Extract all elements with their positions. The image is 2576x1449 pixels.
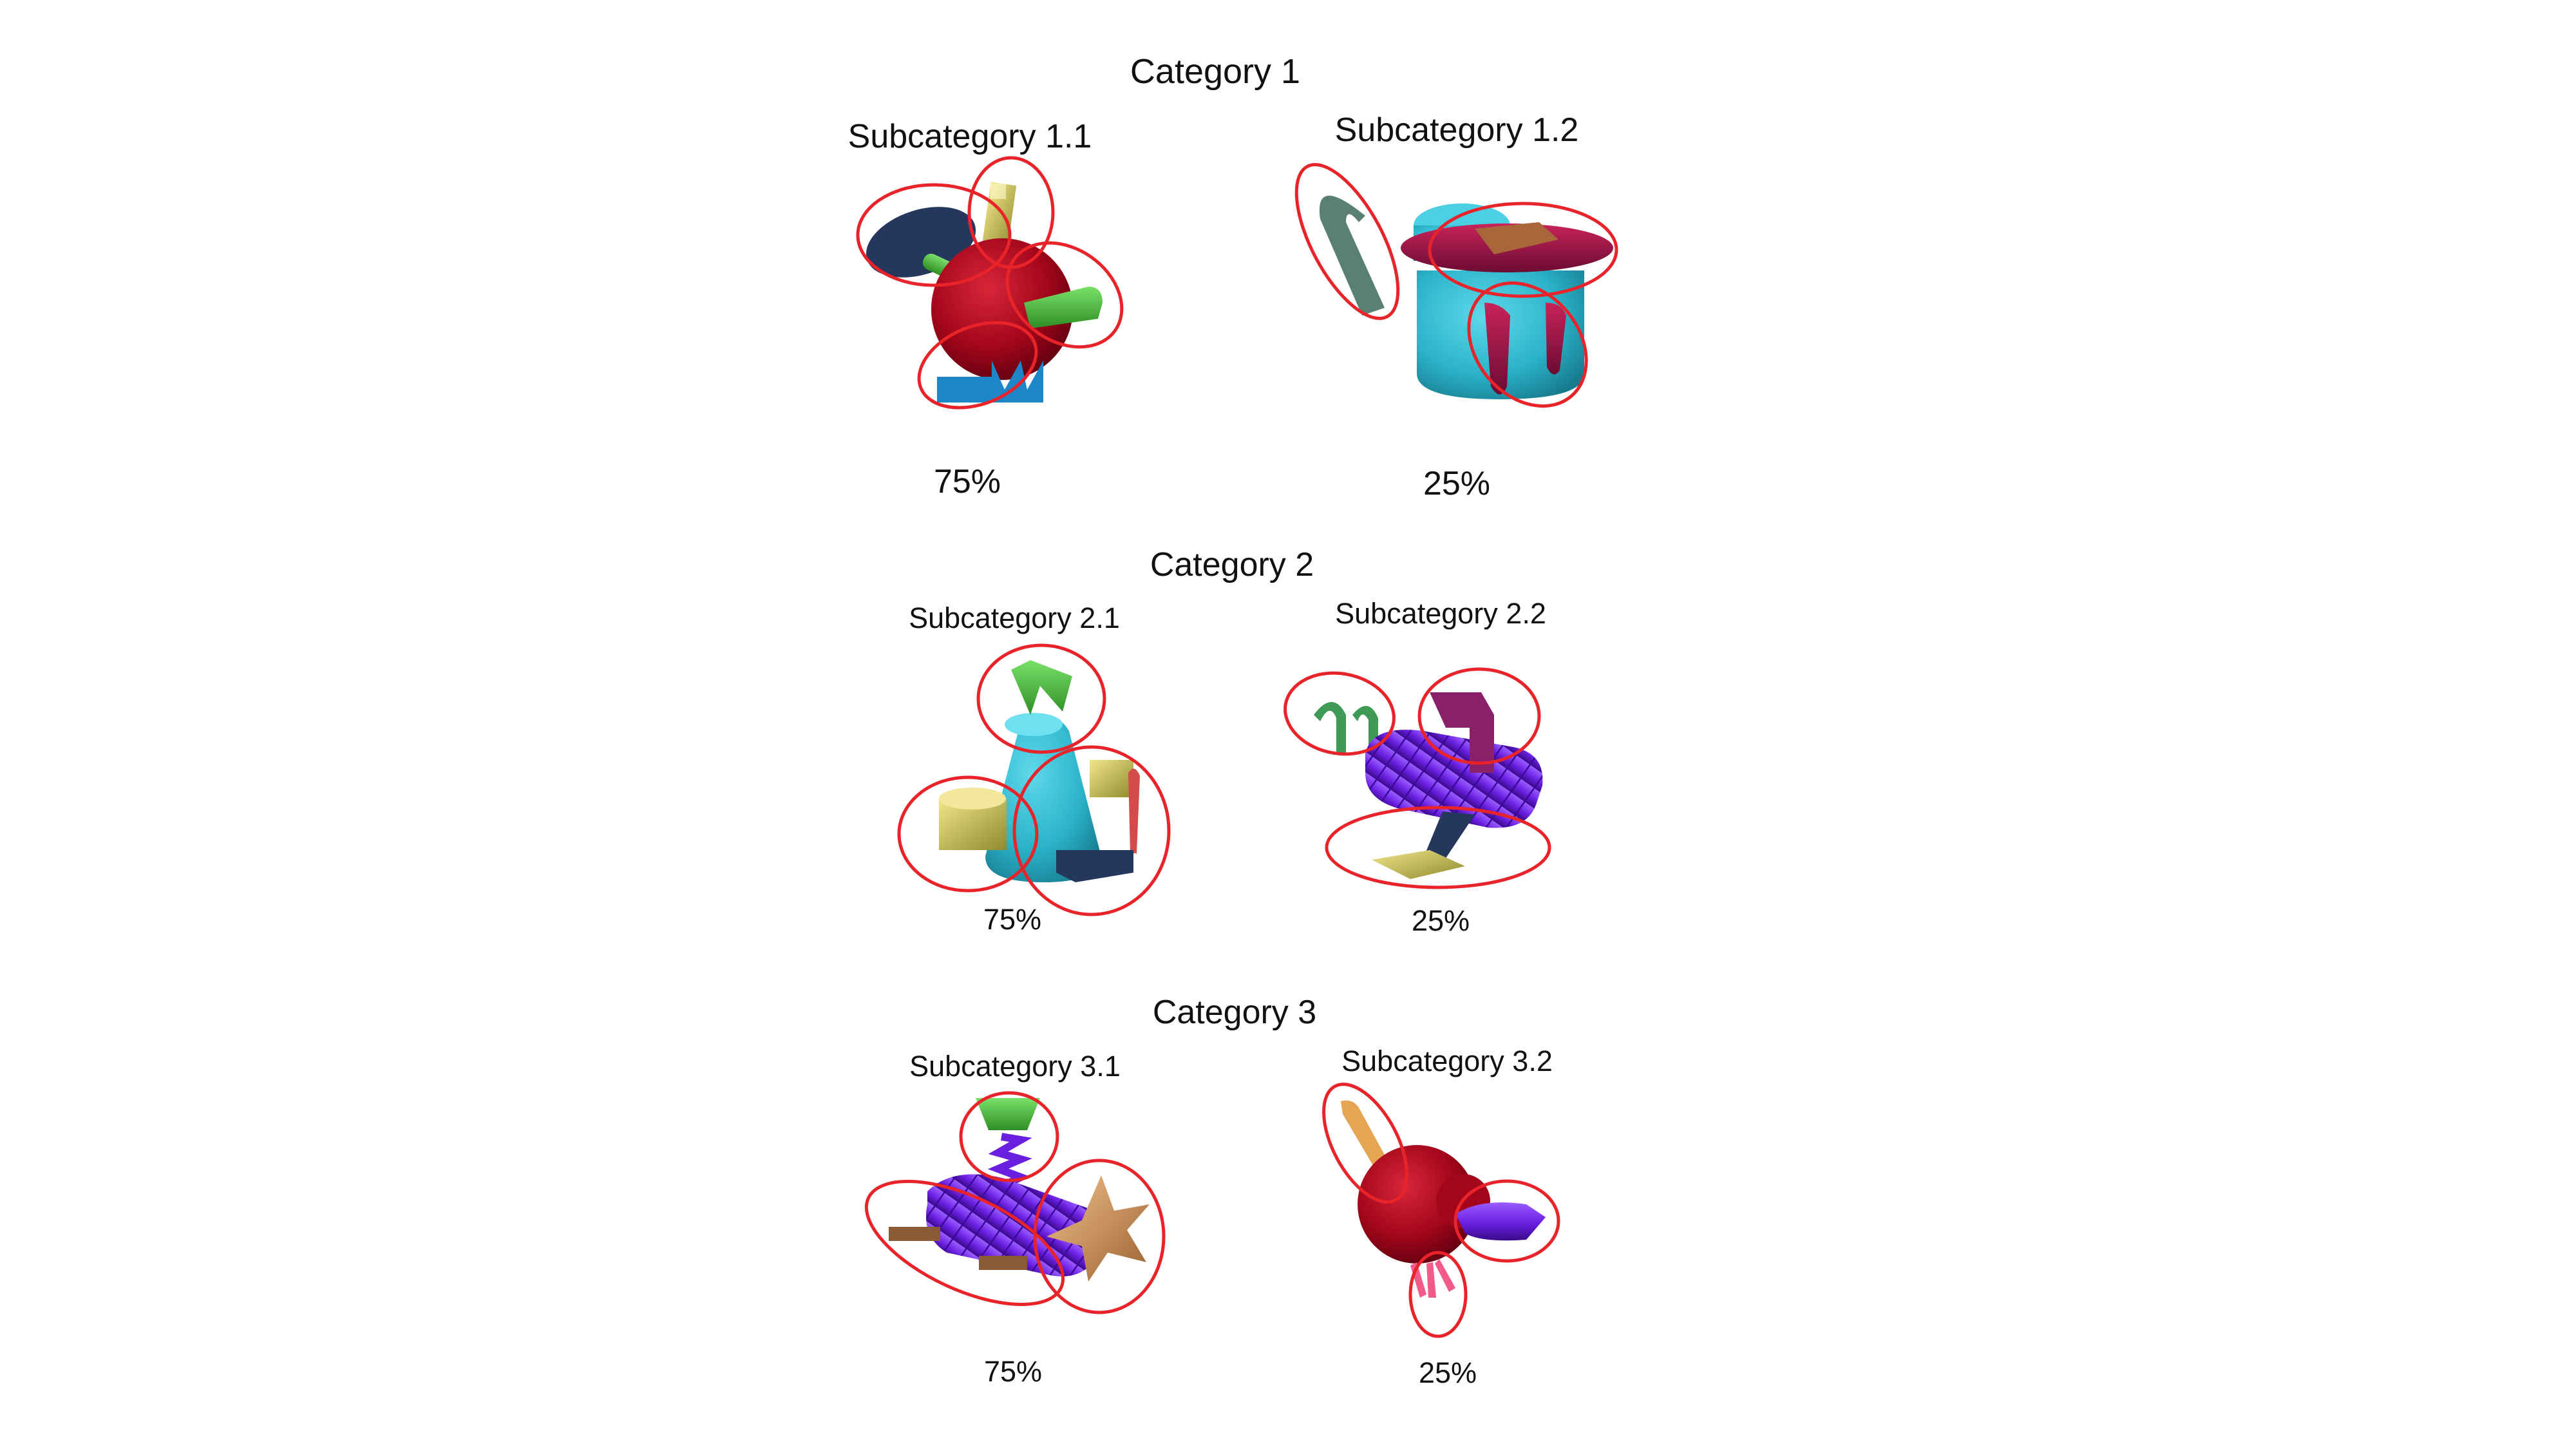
percent-1-2: 25% bbox=[1423, 465, 1491, 502]
subcategory-1-1-title: Subcategory 1.1 bbox=[848, 118, 1092, 155]
purple-tube-star-assembly-icon bbox=[864, 1091, 1166, 1314]
subcategory-2-2-title: Subcategory 2.2 bbox=[1335, 597, 1546, 630]
purple-tube-assembly-icon bbox=[1283, 667, 1551, 889]
subcategory-3-1-title: Subcategory 3.1 bbox=[909, 1050, 1121, 1083]
percent-1-1: 75% bbox=[933, 463, 1001, 500]
red-sphere-horn-assembly-icon bbox=[1322, 1083, 1560, 1338]
subcategory-3-2-title: Subcategory 3.2 bbox=[1341, 1045, 1553, 1077]
red-sphere-assembly-icon bbox=[856, 156, 1124, 410]
percent-3-2: 25% bbox=[1418, 1356, 1477, 1389]
category-2-title: Category 2 bbox=[1150, 546, 1314, 583]
subcategory-1-2-title: Subcategory 1.2 bbox=[1334, 111, 1579, 149]
percent-2-2: 25% bbox=[1411, 904, 1470, 937]
cyan-cone-assembly-icon bbox=[897, 643, 1171, 916]
category-3-title: Category 3 bbox=[1152, 994, 1317, 1031]
cyan-teapot-assembly-icon bbox=[1294, 163, 1618, 408]
subcategory-2-1-title: Subcategory 2.1 bbox=[909, 601, 1120, 634]
percent-3-1: 75% bbox=[983, 1355, 1043, 1388]
category-1-title: Category 1 bbox=[1130, 52, 1301, 91]
percent-2-1: 75% bbox=[983, 903, 1042, 936]
